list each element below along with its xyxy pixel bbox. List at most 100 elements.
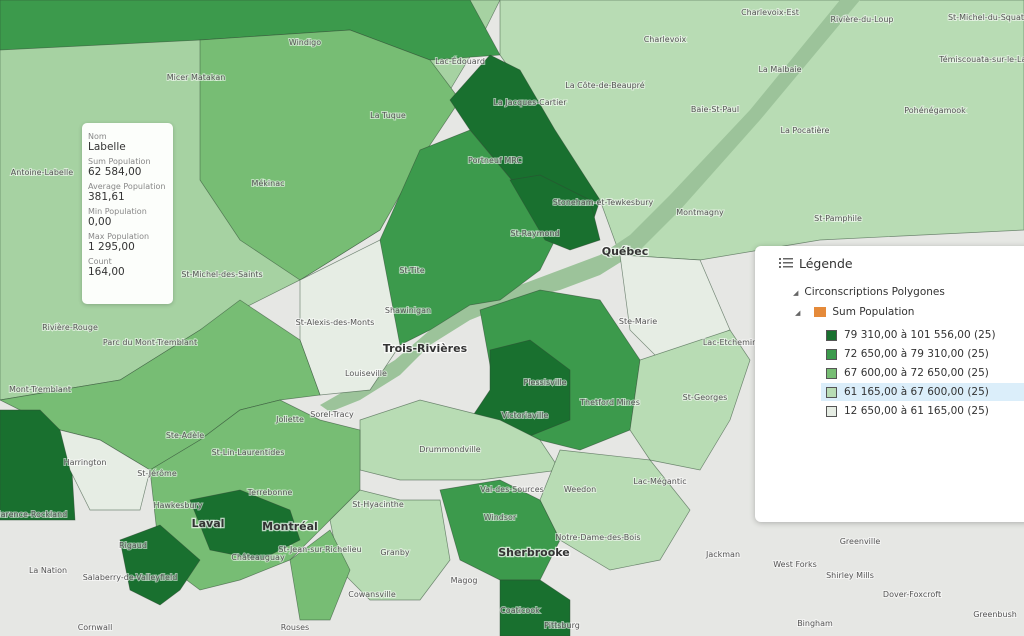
place-label: La Côte-de-Beaupré [565,80,645,90]
city-label: Québec [602,245,649,258]
place-label: La Nation [29,566,67,575]
legend-item[interactable]: 12 650,00 à 61 165,00 (25) [821,402,1024,420]
place-label: Stoneham-et-Tewkesbury [553,198,654,207]
legend-swatch [826,387,837,398]
place-label: Bingham [797,619,833,628]
legend-swatch [826,406,837,417]
region [629,329,751,471]
field-value: Labelle [88,141,126,153]
region [189,489,301,561]
legend-item[interactable]: 67 600,00 à 72 650,00 (25) [821,364,1024,382]
feature-popup[interactable]: Nom Labelle Sum Population 62 584,00 Average… [82,123,173,304]
legend-swatch [826,349,837,360]
region [329,489,451,601]
legend-swatch [826,330,837,341]
place-label: Rivière-Rouge [42,322,98,332]
layer-name[interactable]: ◢ Circonscriptions Polygones [793,286,945,298]
place-label: St-Michel-des-Saints [181,270,262,279]
place-label: Hawkesbury [153,501,202,510]
place-label: St-Pamphile [814,214,862,223]
place-label: Ste-Marie [619,317,657,326]
place-label: St-Lin-Laurentides [212,448,285,457]
legend-label: 79 310,00 à 101 556,00 (25) [844,329,996,341]
place-label: Windigo [289,38,321,47]
place-label: Portneuf MRC [468,156,522,165]
place-label: Harrington [64,458,107,467]
place-label: Charlevoix-Est [741,8,799,17]
place-label: Pittsburg [544,621,580,630]
legend-item[interactable]: 72 650,00 à 79 310,00 (25) [821,345,1024,363]
region [0,409,76,521]
place-label: Coaticook [500,606,540,615]
field-value: 164,00 [88,266,125,278]
region [59,429,151,511]
legend-item[interactable]: 61 165,00 à 67 600,00 (25) [821,383,1024,401]
legend-panel: Légende ◢ Circonscriptions Polygones ◢ Sum… [755,246,1024,522]
place-label: Pohénégamook [904,105,966,115]
place-label: Victoriaville [502,411,549,420]
place-label: Jackman [705,550,740,559]
place-label: Louiseville [345,369,387,378]
place-label: Ste-Adèle [166,430,204,440]
place-label: Sorel-Tracy [310,410,354,419]
place-label: St-Jean-sur-Richelieu [278,545,361,554]
place-label: Mont-Tremblant [9,385,71,394]
place-label: Châteauguay [231,553,285,562]
place-label: Mékinac [251,178,284,188]
place-label: Témiscouata-sur-le-Lac [938,54,1024,64]
legend-label: 61 165,00 à 67 600,00 (25) [844,386,989,398]
region [499,579,571,636]
place-label: St-Raymond [511,229,560,238]
layer-label: Circonscriptions Polygones [804,286,945,298]
place-label: Magog [451,576,478,585]
place-label: Rivière-du-Loup [831,14,894,24]
place-label: St-Tite [399,266,424,275]
place-label: Granby [380,548,410,557]
field-key: Nom [88,132,107,141]
place-label: Baie-St-Paul [691,105,739,114]
legend-item[interactable]: 79 310,00 à 101 556,00 (25) [821,326,1024,344]
field-value: 1 295,00 [88,241,135,253]
place-label: Weedon [564,485,596,494]
legend-label: 72 650,00 à 79 310,00 (25) [844,348,989,360]
place-label: Cornwall [78,623,113,632]
region [119,524,201,606]
place-label: Lac-Etchemin [703,338,757,347]
place-label: Lac-Édouard [435,55,485,66]
place-label: Antoine-Labelle [11,168,73,177]
place-label: Parc du Mont-Tremblant [103,338,197,347]
place-label: St-Georges [683,393,728,402]
field-name[interactable]: ◢ Sum Population [795,306,915,318]
field-key: Min Population [88,207,147,216]
city-label: Sherbrooke [498,546,570,559]
place-label: Windsor [484,513,517,522]
place-label: La Tuque [370,111,406,120]
place-label: Micer Matakan [167,73,226,82]
region [509,174,601,251]
place-label: Shawinigan [385,306,431,315]
place-label: Charlevoix [644,35,687,44]
place-label: Lac-Mégantic [633,476,686,486]
place-label: St-Jérôme [137,468,177,478]
field-key: Count [88,257,112,266]
place-label: Salaberry-de-Valleyfield [83,573,178,582]
place-label: West Forks [773,560,817,569]
city-label: Trois-Rivières [383,342,468,355]
legend-label: 67 600,00 à 72 650,00 (25) [844,367,989,379]
field-key: Max Population [88,232,150,241]
legend-icon [779,258,793,268]
field-label: Sum Population [832,306,915,318]
place-label: Clarence-Rockland [0,510,67,519]
legend-label: 12 650,00 à 61 165,00 (25) [844,405,989,417]
place-label: Joliette [275,415,304,424]
region [469,339,571,441]
place-label: Val-des-Sources [480,485,544,494]
place-label: Notre-Dame-des-Bois [555,533,640,542]
field-key: Average Population [88,182,166,191]
place-label: Thetford Mines [579,398,640,407]
place-label: Montmagny [676,208,724,217]
city-label: Laval [192,517,225,530]
place-label: La Pocatière [781,125,830,135]
place-label: St-Alexis-des-Monts [296,318,375,327]
